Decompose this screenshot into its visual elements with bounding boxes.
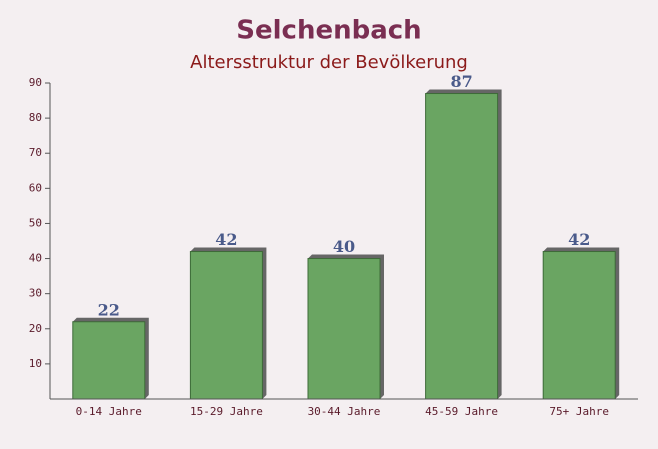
value-label: 42: [568, 230, 590, 249]
value-label: 42: [215, 230, 237, 249]
y-tick-label: 80: [29, 111, 42, 124]
x-tick-label: 75+ Jahre: [549, 405, 609, 418]
y-tick-label: 10: [29, 357, 42, 370]
chart-subtitle: Altersstruktur der Bevölkerung: [190, 52, 468, 73]
chart-title: Selchenbach: [236, 16, 421, 46]
value-label: 22: [98, 300, 120, 319]
y-tick-label: 30: [29, 287, 42, 300]
y-tick-label: 70: [29, 146, 42, 159]
y-tick-label: 50: [29, 216, 42, 229]
x-tick-label: 15-29 Jahre: [190, 405, 263, 418]
y-tick-label: 40: [29, 252, 42, 265]
bar: [72, 321, 146, 400]
bar: [542, 251, 616, 400]
y-tick-label: 20: [29, 322, 42, 335]
bar: [307, 258, 381, 400]
bar: [425, 93, 499, 400]
y-tick-label: 90: [29, 76, 42, 89]
y-tick-label: 60: [29, 181, 42, 194]
value-label: 87: [450, 72, 472, 91]
x-tick-label: 0-14 Jahre: [76, 405, 142, 418]
bar: [189, 251, 263, 400]
value-label: 40: [333, 237, 355, 256]
x-tick-label: 30-44 Jahre: [308, 405, 381, 418]
x-tick-label: 45-59 Jahre: [425, 405, 498, 418]
